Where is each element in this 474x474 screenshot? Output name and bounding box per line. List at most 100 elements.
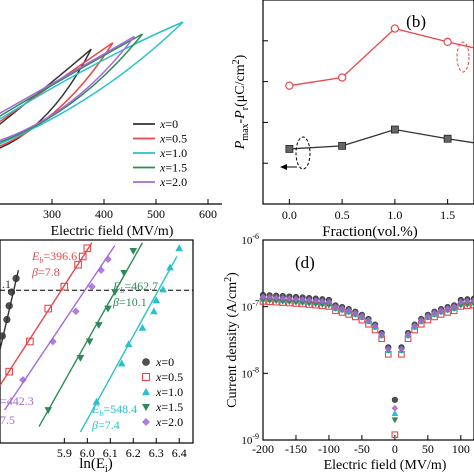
panel-c-point-x=1.5 [44,407,53,414]
panel-d-point-x=2.0 [299,296,306,303]
panel-d-point-x=0.5 [391,431,399,439]
annotation-x20-beta: 7.5 [0,413,15,427]
panel-c-point-x=0.5 [83,244,92,253]
loop-upper-x=1.5 [0,33,143,117]
panel-b-line-P_max-P_r [289,27,474,87]
panel-b: 0.0 0.5 1.0 1.5 (b) Pmax-Pr(μC/cm2) Fractio… [231,0,474,240]
panel-b-xlabel: Fraction(vol.%) [322,224,417,240]
legend-label: x=1.5 [159,161,187,175]
panel-d-point-x=2.0 [411,322,418,330]
panel-d-point-x=2.0 [391,404,399,412]
panel-d-point-x=2.0 [385,345,392,353]
panel-c-point-x=0.5 [44,304,53,313]
legend-label: x=1.0 [155,385,183,399]
panel-d-xtick-label: 100 [452,442,470,456]
panel-d-ylabel: Current density (A/cm2) [223,272,240,408]
legend-label: x=0 [155,355,174,369]
panel-c-point-x=1.0 [150,307,158,315]
legend-label: x=0 [159,117,178,131]
panel-d-point-x=2.0 [345,307,352,314]
panel-d-x-ticks: -200 -150 -100 -50 0 50 100 [252,435,470,456]
panel-d-ytick-label: 10-8 [241,365,259,380]
panel-c-xtick-label: 6.1 [103,446,118,460]
loop-lower-x=2.0 [0,35,135,142]
panel-d-point-x=2.0 [371,322,379,330]
panel-c-point-x=0 [7,288,16,296]
panel-b-point-P_max-P_r [285,81,294,90]
legend-marker-=1.5 [141,403,151,412]
annotation-x20-eb: =442.3 [0,394,34,408]
panel-c-point-x=2.0 [49,337,57,346]
panel-d-point-x=1.0 [391,410,399,417]
panel-a-xtick-label: 400 [95,207,113,221]
panel-c-frame [0,239,194,444]
panel-b-point-P_r [285,145,294,153]
panel-d-point-x=2.0 [424,312,432,320]
panel-b-ylabel: Pmax-Pr(μC/cm2) [231,54,251,150]
panel-c-point-x=1.5 [76,355,85,362]
panel-d-point-x=2.0 [464,298,471,305]
panel-d-point-x=2.0 [259,293,267,301]
panel-d: 10-9 10-8 10-7 10-6 -200 -150 -100 -50 0 50 100 (… [223,232,474,473]
panel-d-point-x=1.5 [391,417,399,424]
panel-b-xtick-label: 1.0 [387,208,402,222]
panel-d-point-x=2.0 [431,309,438,317]
legend-label: x=2.0 [155,415,183,429]
panel-c-point-x=1.5 [94,322,103,329]
panel-b-dashed-ellipse-right [456,41,470,73]
panel-d-xtick-label: -150 [285,442,307,456]
panel-d-point-x=2.0 [404,331,412,338]
loop-lower-x=1.5 [0,33,144,143]
annotation-x05-eb: Eb=396.6 [31,249,77,265]
panel-c-xtick-label: 6.0 [80,446,95,460]
panel-b-dashed-ellipse-left [295,136,311,170]
panel-d-point-x=2.0 [272,294,280,301]
panel-b-xtick-label: 1.5 [440,208,455,222]
panel-b-point-P_max-P_r [337,73,347,82]
panel-c-point-x=1.0 [92,397,101,405]
panel-d-point-x=2.0 [266,294,273,301]
legend-marker-=1.0 [141,387,151,396]
panel-c: 5.9 6.0 6.1 6.2 6.3 6.4 Eb=396.6 β=7.8 Eb=462… [0,239,194,474]
panel-c-xtick-label: 6.3 [149,446,164,460]
panel-c-point-x=1.0 [117,359,126,367]
panel-b-frame [262,0,474,205]
panel-d-point-x=2.0 [418,317,425,324]
panel-c-point-x=2.0 [88,282,96,291]
panel-c-point-x=1.0 [124,340,133,348]
panel-b-x-ticks: 0.0 0.5 1.0 1.5 [282,199,455,222]
loop-lower-x=0.5 [0,42,114,147]
panel-d-point-x=2.0 [332,303,339,311]
panel-d-point-x=2.0 [437,307,445,314]
panel-c-point-x=2.0 [104,255,112,263]
legend-label: x=0.5 [159,132,187,146]
panel-a-legend: x=0x=0.5x=1.0x=1.5x=2.0 [133,117,187,189]
legend-marker-=0 [142,358,150,366]
panel-b-point-P_r [390,125,399,134]
panel-d-xtick-label: -200 [252,442,274,456]
panel-c-point-x=2.0 [97,266,105,274]
panel-a-xtick-label: 600 [199,207,217,221]
panel-c-xtick-label: 6.4 [172,446,187,460]
panel-b-xtick-label: 0.0 [282,208,297,222]
annotation-x15-beta: β=10.1 [112,295,147,309]
panel-d-frame [262,239,474,441]
panel-d-ytick-label: 10-6 [241,232,259,247]
panel-c-point-x=1.5 [104,305,112,313]
legend-marker-=2.0 [142,418,150,426]
panel-d-point-x=2.0 [305,296,313,304]
panel-a-xlabel: Electric field (MV/m) [51,224,174,239]
panel-d-xtick-label: -50 [354,442,370,456]
loop-lower-x=1.0 [0,21,184,145]
panel-d-ytick-label: 10-9 [241,432,259,447]
panel-c-points [0,244,184,414]
annotation-x10-beta: β=7.4 [91,418,120,432]
panel-c-point-x=1.0 [152,296,161,304]
panel-a-xtick-label: 300 [43,207,61,221]
panel-d-point-x=2.0 [365,317,372,324]
panel-b-point-P_r [443,134,452,143]
panel-c-point-x=1.0 [175,244,184,252]
annotation-x05-beta: β=7.8 [31,265,60,279]
panel-b-point-P_max-P_r [443,37,452,47]
